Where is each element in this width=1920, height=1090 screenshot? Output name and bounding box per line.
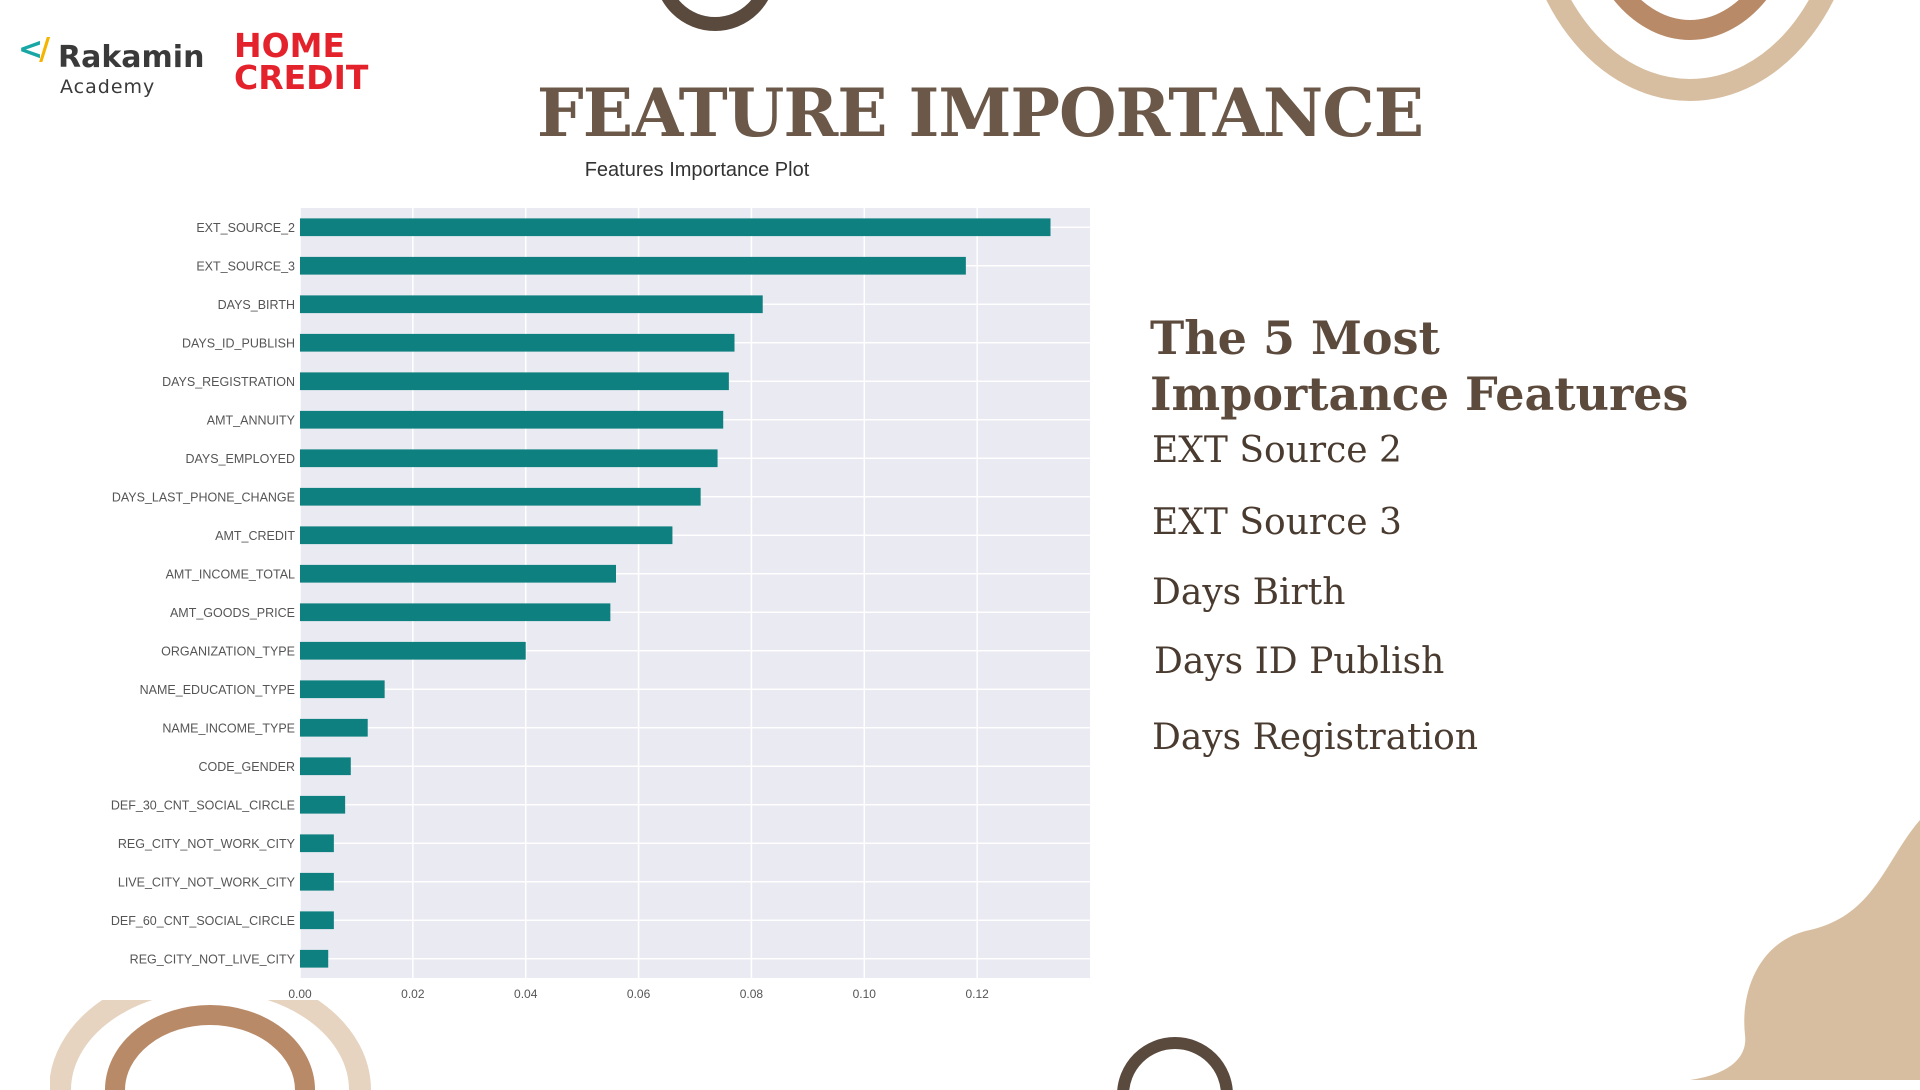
rakamin-mark-icon: </: [18, 32, 50, 67]
y-tick-label: NAME_INCOME_TYPE: [162, 721, 295, 735]
y-tick-label: REG_CITY_NOT_LIVE_CITY: [130, 952, 296, 966]
bar: [300, 526, 673, 545]
plot-area: [300, 208, 1090, 978]
decor-ring-top: [662, 0, 768, 31]
y-tick-label: DAYS_LAST_PHONE_CHANGE: [112, 490, 295, 504]
y-tick-label: ORGANIZATION_TYPE: [161, 644, 295, 658]
x-tick-label: 0.08: [740, 987, 764, 1000]
y-tick-label: AMT_INCOME_TOTAL: [166, 567, 295, 581]
y-tick-label: DAYS_EMPLOYED: [185, 452, 295, 466]
bar: [300, 256, 966, 275]
y-tick-label: DEF_30_CNT_SOCIAL_CIRCLE: [111, 798, 295, 812]
decor-arches-bottom-left: [50, 1000, 371, 1090]
bar: [300, 333, 735, 352]
homecredit-line1: HOME: [234, 26, 346, 65]
bar: [300, 410, 724, 429]
chart-container: Features Importance Plot 0.00 0.02 0.04 0.06…: [100, 150, 1100, 1001]
chart-title: Features Importance Plot: [585, 159, 810, 181]
y-tick-label: AMT_GOODS_PRICE: [170, 606, 295, 620]
bar: [300, 911, 334, 930]
rakamin-logo: </ Rakamin Academy: [18, 28, 228, 100]
bar: [300, 872, 334, 891]
feature-importance-chart: Features Importance Plot 0.00 0.02 0.04 0.06…: [111, 159, 1090, 1001]
bar: [300, 372, 729, 391]
bar: [300, 641, 526, 660]
feature-item-2: EXT Source 3: [1152, 502, 1402, 543]
bar: [300, 949, 329, 968]
decor-arches-top-right: [1546, 0, 1834, 101]
bar: [300, 795, 346, 814]
feature-item-3: Days Birth: [1152, 572, 1346, 613]
bar: [300, 718, 368, 737]
bar: [300, 218, 1051, 237]
feature-item-1: EXT Source 2: [1152, 430, 1402, 471]
y-tick-label: AMT_ANNUITY: [207, 413, 296, 427]
y-tick-label: EXT_SOURCE_2: [196, 221, 295, 235]
bar: [300, 680, 385, 699]
x-tick-label: 0.00: [288, 987, 312, 1000]
side-heading-line2: Importance Features: [1150, 367, 1689, 421]
rakamin-sub: Academy: [60, 76, 156, 98]
y-tick-label: NAME_EDUCATION_TYPE: [140, 683, 295, 697]
y-tick-label: CODE_GENDER: [198, 760, 295, 774]
y-tick-label: DAYS_BIRTH: [218, 298, 295, 312]
x-tick-label: 0.10: [853, 987, 877, 1000]
y-tick-label: EXT_SOURCE_3: [196, 259, 295, 273]
bar: [300, 564, 616, 583]
bar: [300, 603, 611, 622]
side-heading-line1: The 5 Most: [1150, 311, 1440, 365]
y-tick-label: DAYS_REGISTRATION: [162, 375, 295, 389]
x-tick-label: 0.06: [627, 987, 651, 1000]
y-tick-label: REG_CITY_NOT_WORK_CITY: [118, 837, 296, 851]
bar: [300, 295, 763, 314]
decor-ring-bottom: [1117, 1037, 1233, 1090]
feature-item-4: Days ID Publish: [1154, 641, 1445, 682]
page-title: FEATURE IMPORTANCE: [536, 74, 1424, 152]
y-tick-label: DEF_60_CNT_SOCIAL_CIRCLE: [111, 914, 295, 928]
y-tick-label: AMT_CREDIT: [215, 529, 295, 543]
side-panel: The 5 Most Importance Features EXT Sourc…: [1150, 310, 1870, 758]
x-tick-label: 0.04: [514, 987, 538, 1000]
x-tick-label: 0.02: [401, 987, 425, 1000]
homecredit-line2: CREDIT: [234, 58, 369, 97]
bar: [300, 834, 334, 853]
bar: [300, 449, 718, 468]
side-heading: The 5 Most Importance Features: [1150, 310, 1870, 422]
bar: [300, 757, 351, 776]
bar: [300, 487, 701, 506]
decor-blob-bottom-right: [1690, 820, 1920, 1080]
x-tick-label: 0.12: [965, 987, 989, 1000]
rakamin-name: Rakamin: [58, 40, 205, 75]
y-tick-label: LIVE_CITY_NOT_WORK_CITY: [118, 875, 296, 889]
feature-item-5: Days Registration: [1152, 717, 1479, 758]
y-tick-label: DAYS_ID_PUBLISH: [182, 336, 295, 350]
homecredit-logo: HOME CREDIT: [234, 26, 384, 98]
